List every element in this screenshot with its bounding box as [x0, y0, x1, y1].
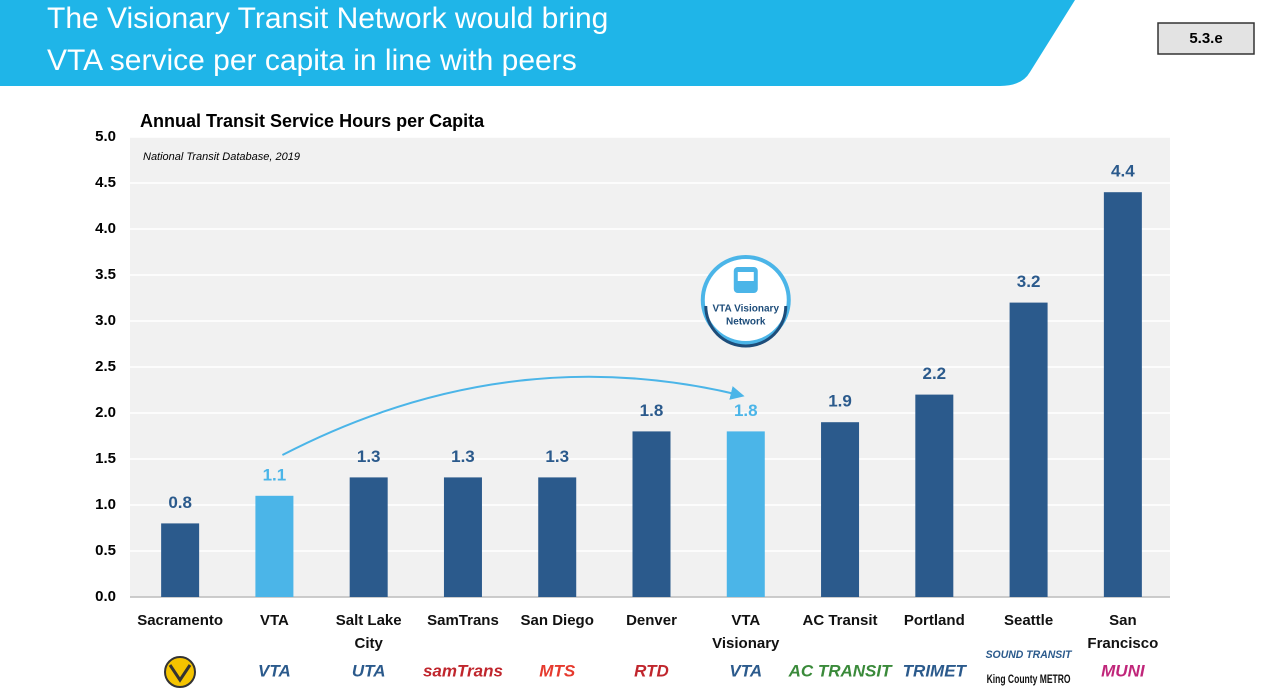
y-tick-label: 3.0 — [95, 312, 116, 329]
x-tick-label: San Diego — [520, 612, 594, 629]
y-tick-label: 3.5 — [95, 266, 116, 283]
bar — [632, 431, 671, 597]
y-tick-label: 4.0 — [95, 220, 116, 237]
value-label: 3.2 — [1017, 272, 1041, 291]
x-tick-label: Seattle — [1003, 612, 1054, 629]
callout-arrow — [281, 375, 745, 456]
callout-label: Network — [726, 317, 766, 328]
x-tick-label: Portland — [903, 612, 965, 629]
bar — [443, 477, 482, 597]
logo-icon — [164, 656, 196, 688]
logo-text: UTA — [352, 661, 386, 680]
x-tick-label: VTA Visionary — [712, 612, 780, 652]
x-tick-label: San Francisco — [1087, 612, 1159, 652]
header-title: VTA service per capita in line with peer… — [47, 44, 577, 77]
y-tick-label: 4.5 — [95, 174, 116, 191]
badge-box — [1157, 22, 1255, 55]
y-tick-label: 2.0 — [95, 404, 116, 421]
logo-text: SOUND TRANSIT — [986, 649, 1073, 661]
chart-title: Annual Transit Service Hours per Capita — [140, 111, 485, 131]
bar — [538, 477, 577, 597]
bus-window — [737, 272, 754, 281]
logo-text: King County METRO — [987, 672, 1071, 686]
bar — [1103, 192, 1142, 597]
callout-label: VTA Visionary — [713, 304, 780, 315]
logo-text: VTA — [729, 661, 762, 680]
bar — [349, 477, 388, 597]
logo-text: samTrans — [423, 661, 503, 680]
y-tick-label: 1.0 — [95, 496, 116, 513]
logo-text: RTD — [634, 661, 669, 680]
y-tick-label: 2.5 — [95, 358, 116, 375]
value-label: 1.3 — [545, 447, 569, 466]
x-tick-label: Sacramento — [137, 612, 224, 629]
x-tick-label: Salt Lake City — [335, 612, 402, 652]
value-label: 1.8 — [640, 401, 664, 420]
callout-ring-inner — [704, 305, 788, 348]
callout-badge: VTA Visionary Network — [700, 255, 791, 348]
y-tick-label: 0.0 — [95, 588, 116, 605]
value-label: 1.1 — [263, 465, 287, 484]
bar — [915, 394, 954, 597]
logo-text: TRIMET — [903, 661, 968, 680]
value-label: 1.9 — [828, 392, 852, 411]
value-label: 2.2 — [922, 364, 946, 383]
bar — [821, 422, 860, 597]
callout-ring — [700, 255, 791, 345]
value-label: 1.8 — [734, 401, 758, 420]
logo-text: MTS — [539, 661, 576, 680]
value-label: 1.3 — [357, 447, 381, 466]
bar — [161, 523, 200, 597]
badge-label: 5.3.e — [1189, 30, 1222, 47]
x-tick-label: AC Transit — [802, 612, 878, 629]
logo-text: MUNI — [1101, 661, 1146, 680]
logo-text: AC TRANSIT — [788, 661, 894, 680]
y-tick-label: 1.5 — [95, 450, 116, 467]
y-tick-label: 5.0 — [95, 128, 116, 145]
value-label: 0.8 — [168, 493, 192, 512]
logo-text: VTA — [258, 661, 291, 680]
y-tick-label: 0.5 — [95, 542, 116, 559]
bar — [255, 495, 294, 597]
bar — [1009, 302, 1048, 597]
bar — [726, 431, 765, 597]
header-title: The Visionary Transit Network would brin… — [47, 2, 608, 35]
value-label: 4.4 — [1111, 162, 1135, 181]
x-tick-label: SamTrans — [427, 612, 499, 629]
x-tick-label: Denver — [626, 612, 677, 629]
chart-subtitle: National Transit Database, 2019 — [143, 151, 300, 163]
header-band — [0, 0, 1075, 86]
value-label: 1.3 — [451, 447, 475, 466]
x-tick-label: VTA — [259, 612, 289, 629]
